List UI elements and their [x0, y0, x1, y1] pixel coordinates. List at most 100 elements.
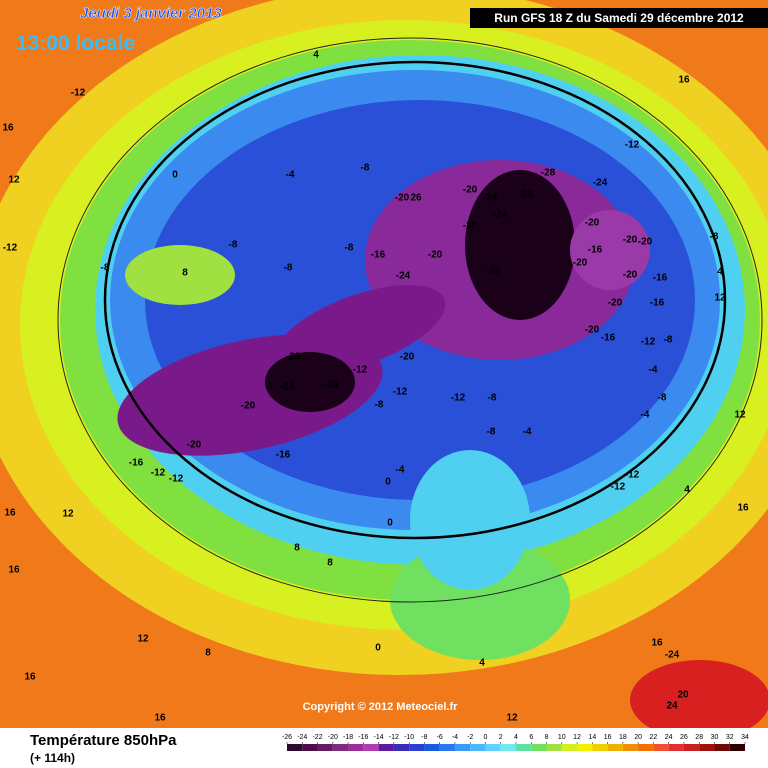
contour-label: -20	[395, 193, 410, 204]
contour-label: -16	[276, 450, 291, 461]
colorbar-tick-label: 2	[499, 734, 503, 741]
contour-label: -8	[284, 263, 293, 274]
colorbar-tick-label: 16	[604, 734, 612, 741]
colorbar-swatch	[607, 744, 623, 751]
colorbar-swatch	[729, 744, 745, 751]
contour-label: -12	[169, 474, 184, 485]
colorbar-swatch	[317, 744, 333, 751]
colorbar-swatch	[577, 744, 593, 751]
colorbar-swatch	[302, 744, 318, 751]
contour-label: -20	[187, 440, 202, 451]
contour-label: -12	[625, 140, 640, 151]
contour-label: 12	[734, 410, 746, 421]
contour-label: 4	[479, 658, 485, 669]
colorbar-tick-label: -22	[312, 734, 322, 741]
contour-label: -16	[129, 458, 144, 469]
colorbar-swatch	[393, 744, 410, 751]
contour-label: -16	[653, 273, 668, 284]
contour-label: -20	[608, 298, 623, 309]
contour-label: 4	[717, 267, 723, 278]
colorbar-swatch	[622, 744, 639, 751]
colorbar-tick-label: -16	[358, 734, 368, 741]
contour-label: -28	[286, 352, 301, 363]
colorbar-tick-label: -2	[467, 734, 473, 741]
colorbar-swatch	[287, 744, 303, 751]
contour-label: -12	[641, 337, 656, 348]
contour-label: 8	[294, 543, 300, 554]
contour-label: -20	[638, 237, 653, 248]
contour-line	[57, 37, 763, 603]
contour-label: 8	[182, 268, 188, 279]
contour-label: -8	[664, 335, 673, 346]
contour-label: 4	[313, 50, 319, 61]
contour-label: 16	[154, 713, 166, 724]
colorbar-swatch	[546, 744, 562, 751]
lead-time: (+ 114h)	[30, 751, 75, 765]
contour-label: -24	[483, 193, 498, 204]
colorbar-swatch	[439, 744, 455, 751]
colorbar-swatch	[454, 744, 471, 751]
colorbar-tick-label: 10	[558, 734, 566, 741]
colorbar-tick-label: 20	[634, 734, 642, 741]
contour-label: 16	[24, 672, 36, 683]
contour-label: -16	[601, 333, 616, 344]
contour-label: 8	[205, 648, 211, 659]
colorbar-swatch	[516, 744, 532, 751]
contour-label: -12	[611, 482, 626, 493]
contour-label: -12	[625, 470, 640, 481]
contour-label: -28	[486, 267, 501, 278]
colorbar-tick-label: 28	[695, 734, 703, 741]
contour-label: -16	[371, 250, 386, 261]
contour-label: -24	[665, 650, 680, 661]
colorbar-tick-label: 22	[650, 734, 658, 741]
contour-label: 16	[8, 565, 20, 576]
legend-title: Température 850hPa	[30, 732, 177, 749]
colorbar-tick-label: 26	[680, 734, 688, 741]
colorbar-swatch	[378, 744, 394, 751]
colorbar-swatch	[500, 744, 516, 751]
contour-label: -16	[588, 245, 603, 256]
contour-label: -28	[463, 221, 478, 232]
contour-label: 16	[737, 503, 749, 514]
run-info: Run GFS 18 Z du Samedi 29 décembre 2012	[494, 11, 744, 25]
colorbar-swatch	[714, 744, 730, 751]
contour-label: -4	[641, 410, 650, 421]
contour-label: -28	[519, 190, 534, 201]
colorbar-swatch	[561, 744, 578, 751]
contour-label: -4	[649, 365, 658, 376]
colorbar-tick-label: 14	[588, 734, 596, 741]
contour-label: -8	[488, 393, 497, 404]
contour-label: 4	[684, 485, 690, 496]
colorbar-tick-label: 32	[726, 734, 734, 741]
colorbar-tick-label: 24	[665, 734, 673, 741]
copyright: Copyright © 2012 Meteociel.fr	[303, 701, 459, 713]
contour-label: -4	[396, 465, 405, 476]
contour-label: -4	[523, 427, 532, 438]
colorbar-swatch	[363, 744, 379, 751]
colorbar-tick-label: 0	[484, 734, 488, 741]
colorbar-tick-label: -18	[343, 734, 353, 741]
contour-label: 12	[62, 509, 74, 520]
contour-label: 16	[651, 638, 663, 649]
colorbar-swatch	[348, 744, 364, 751]
contour-label: 12	[714, 293, 726, 304]
colorbar-swatch	[683, 744, 700, 751]
contour-label: 16	[2, 123, 14, 134]
temp-zone	[265, 352, 355, 412]
colorbar-swatch	[332, 744, 349, 751]
colorbar-tick-label: -4	[452, 734, 458, 741]
contour-label: 0	[172, 170, 178, 181]
contour-label: 0	[387, 518, 393, 529]
colorbar-swatch	[653, 744, 669, 751]
contour-label: -12	[71, 88, 86, 99]
contour-label: -24	[593, 178, 608, 189]
colorbar-swatch	[531, 744, 547, 751]
colorbar-swatch	[470, 744, 486, 751]
colorbar-tick-label: -14	[374, 734, 384, 741]
contour-label: 16	[4, 508, 16, 519]
contour-label: 0	[385, 477, 391, 488]
contour-label: -20	[585, 218, 600, 229]
contour-label: -12	[3, 243, 18, 254]
